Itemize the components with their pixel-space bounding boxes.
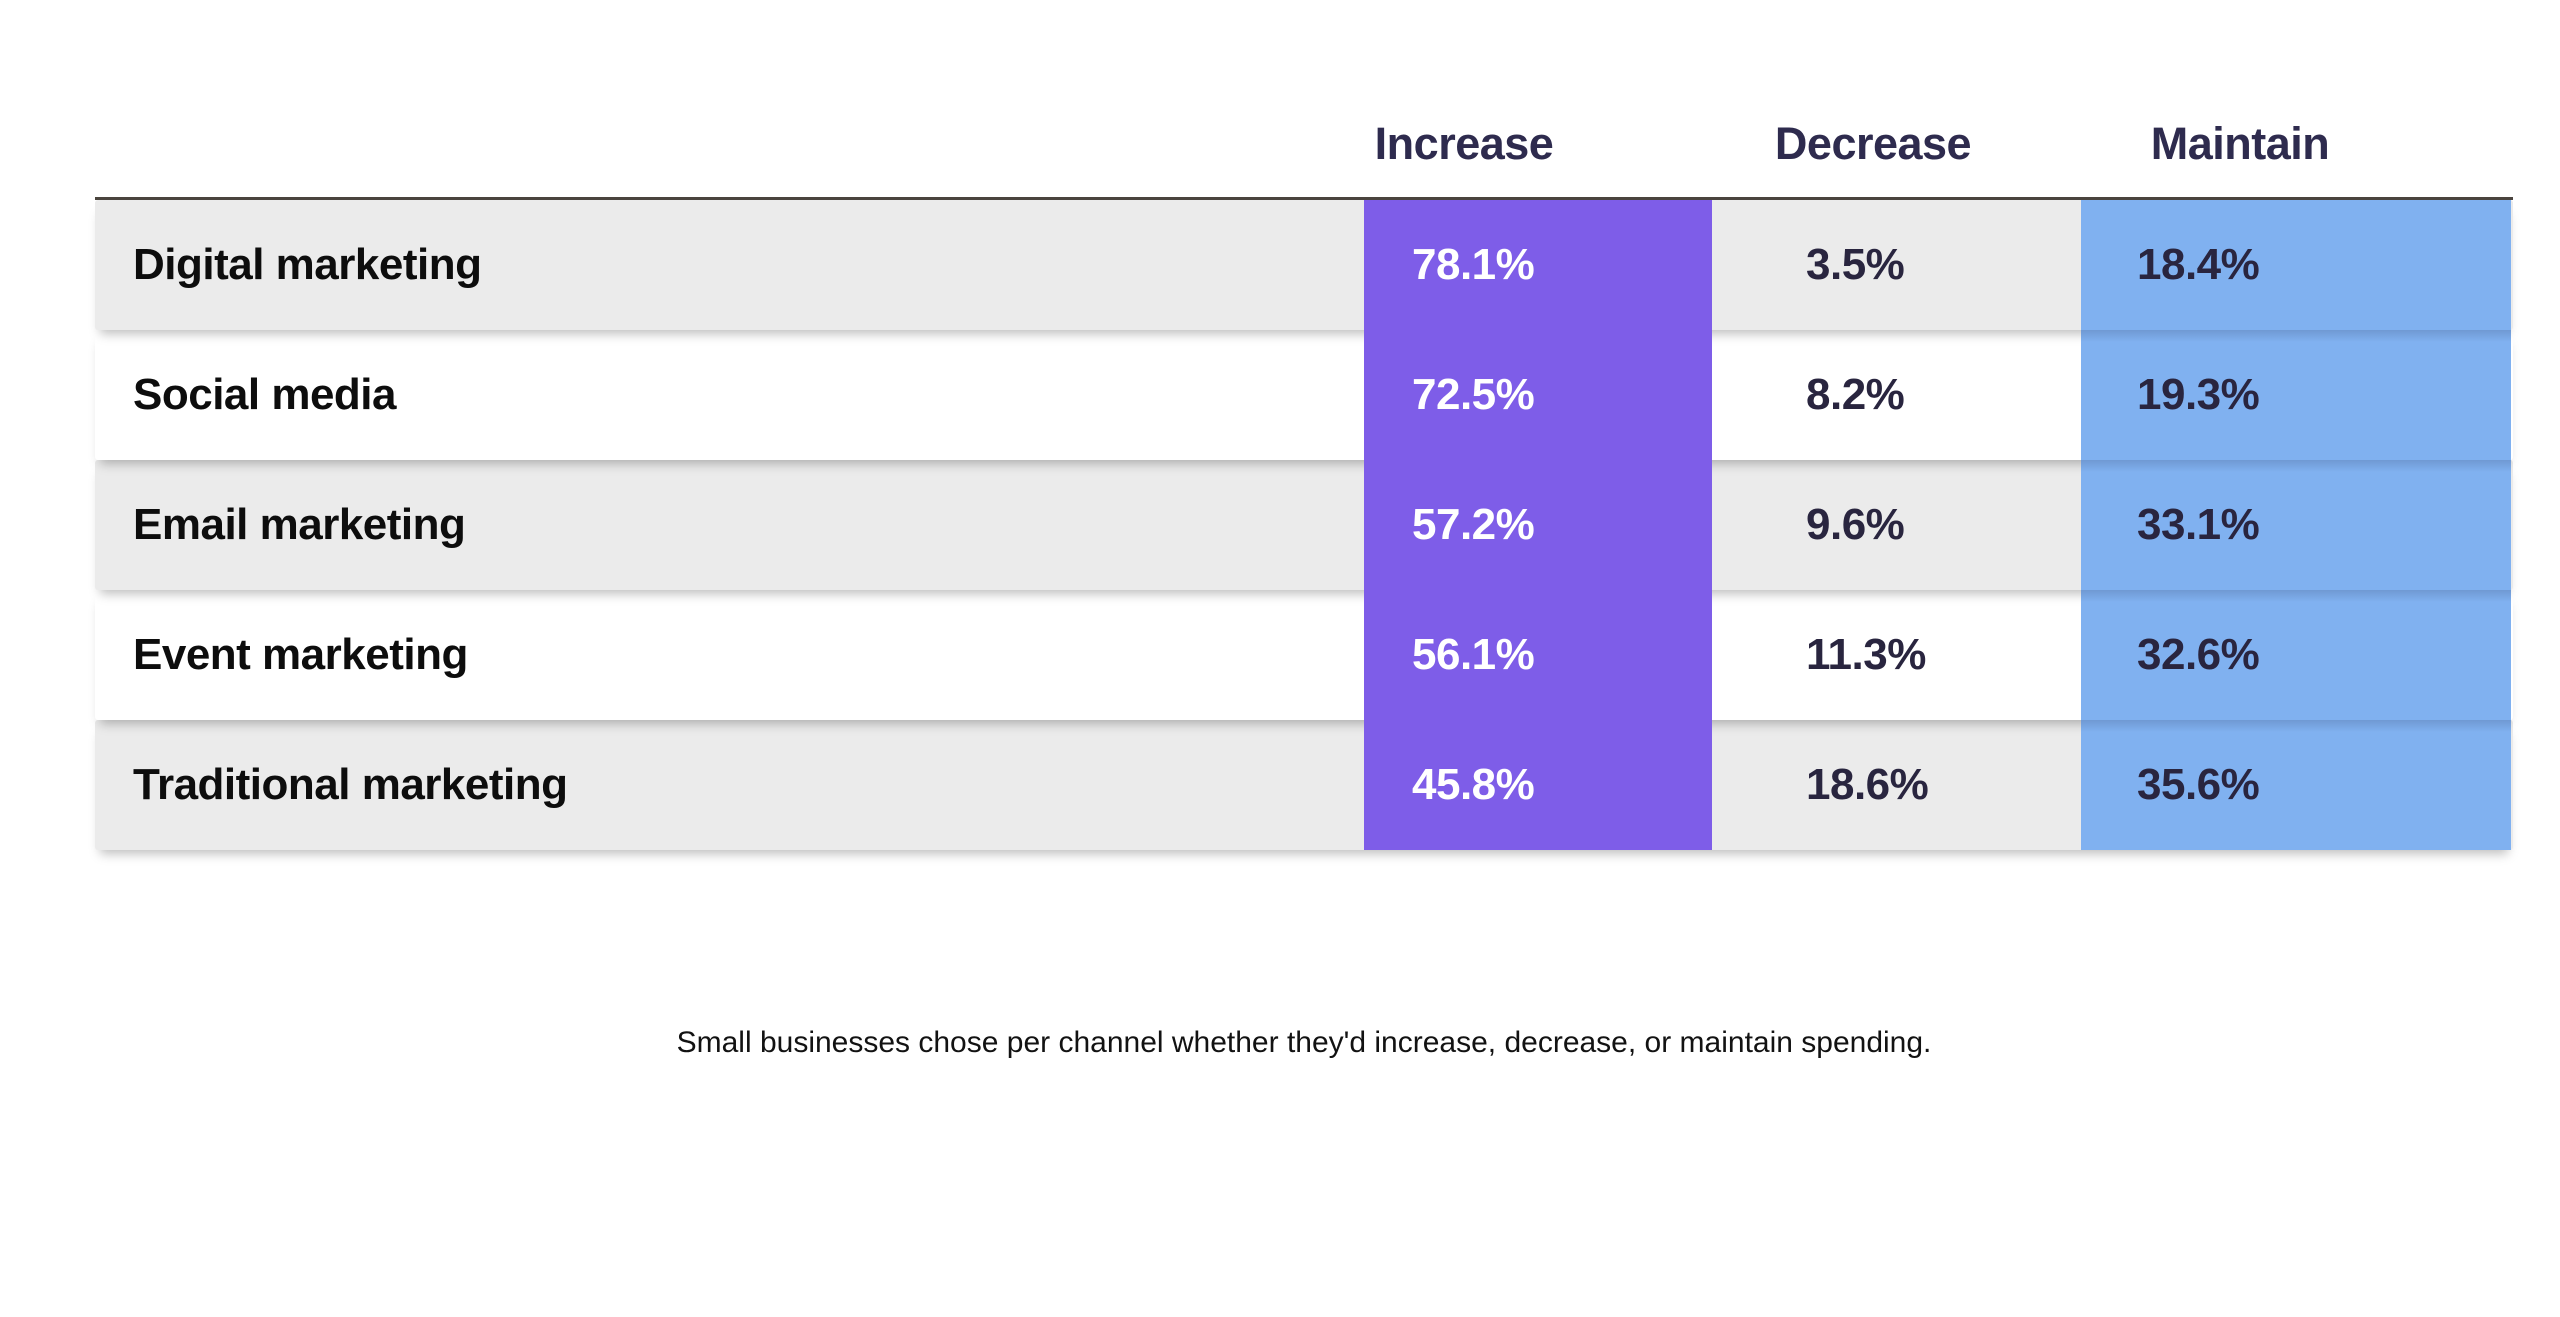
maintain-value: 19.3% <box>2137 370 2260 419</box>
row-label: Email marketing <box>133 500 466 549</box>
table-top-rule <box>95 197 2513 200</box>
row-label: Social media <box>133 370 397 419</box>
increase-column-bar: 78.1% 72.5% 57.2% 56.1% 45.8% <box>1364 200 1712 850</box>
maintain-value: 18.4% <box>2137 240 2260 289</box>
maintain-value: 35.6% <box>2137 760 2260 809</box>
maintain-column-bar: 18.4% 19.3% 33.1% 32.6% 35.6% <box>2081 200 2511 850</box>
maintain-value: 33.1% <box>2137 500 2260 549</box>
row-label: Traditional marketing <box>133 760 568 809</box>
column-header-decrease: Decrease <box>1774 118 1972 169</box>
increase-value: 45.8% <box>1412 760 1535 809</box>
column-header-maintain: Maintain <box>2150 118 2330 169</box>
decrease-value: 3.5% <box>1806 240 1905 289</box>
decrease-value: 9.6% <box>1806 500 1905 549</box>
decrease-value: 18.6% <box>1806 760 1929 809</box>
increase-value: 56.1% <box>1412 630 1535 679</box>
decrease-value: 8.2% <box>1806 370 1905 419</box>
row-label: Digital marketing <box>133 240 482 289</box>
increase-value: 72.5% <box>1412 370 1535 419</box>
decrease-column: 3.5% 8.2% 9.6% 11.3% 18.6% <box>1806 200 2076 850</box>
decrease-value: 11.3% <box>1806 630 1926 679</box>
chart-caption: Small businesses chose per channel wheth… <box>676 1026 1932 1059</box>
column-header-increase: Increase <box>1374 118 1554 169</box>
increase-value: 78.1% <box>1412 240 1535 289</box>
maintain-value: 32.6% <box>2137 630 2260 679</box>
increase-value: 57.2% <box>1412 500 1535 549</box>
row-label: Event marketing <box>133 630 468 679</box>
